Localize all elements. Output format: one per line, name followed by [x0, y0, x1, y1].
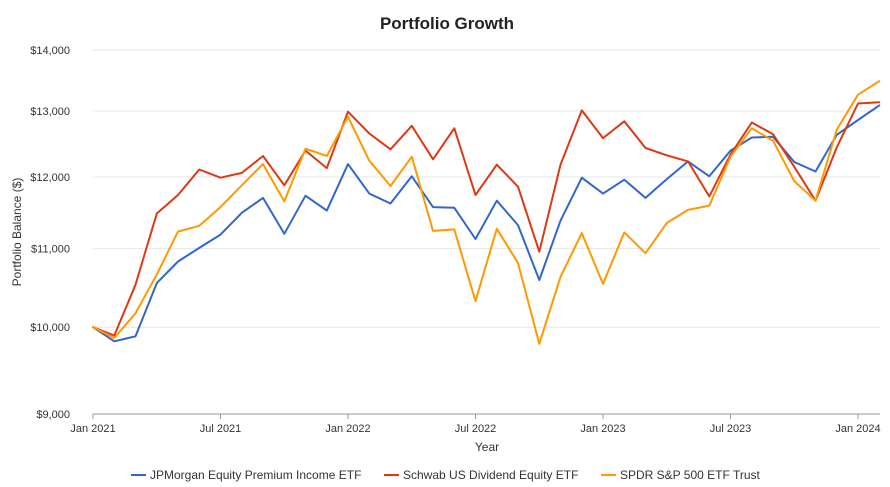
y-axis-label: Portfolio Balance ($) — [10, 178, 24, 287]
gridlines — [93, 49, 880, 328]
legend-label: Schwab US Dividend Equity ETF — [403, 468, 578, 482]
y-tick-label: $13,000 — [30, 106, 70, 118]
legend-item-2: Schwab US Dividend Equity ETF — [384, 468, 578, 482]
chart-title: Portfolio Growth — [380, 14, 514, 33]
y-tick-label: $10,000 — [30, 322, 70, 334]
series-lines — [92, 80, 881, 345]
series-line-2 — [92, 101, 881, 337]
legend-item-1: JPMorgan Equity Premium Income ETF — [131, 468, 361, 482]
legend: JPMorgan Equity Premium Income ETF Schwab… — [131, 468, 760, 482]
y-axis-ticks: $9,000 $10,000 $11,000 $12,000 $13,000 $14,00… — [30, 45, 70, 421]
x-axis-ticks: Jan 2021 Jul 2021 Jan 2022 Jul 2022 Jan 2023… — [70, 414, 881, 435]
series-line-1 — [92, 104, 881, 343]
x-tick-label: Jan 2022 — [325, 423, 370, 435]
x-tick-label: Jan 2021 — [70, 423, 115, 435]
x-tick-label: Jul 2023 — [710, 423, 752, 435]
legend-label: SPDR S&P 500 ETF Trust — [620, 468, 760, 482]
y-tick-label: $11,000 — [31, 244, 70, 256]
x-tick-label: Jul 2022 — [455, 423, 497, 435]
x-tick-label: Jul 2021 — [200, 423, 242, 435]
y-tick-label: $9,000 — [36, 409, 70, 421]
x-tick-label: Jan 2024 — [835, 423, 880, 435]
legend-label: JPMorgan Equity Premium Income ETF — [150, 468, 361, 482]
series-line-3 — [92, 80, 881, 345]
legend-item-3: SPDR S&P 500 ETF Trust — [601, 468, 760, 482]
y-tick-label: $14,000 — [30, 45, 70, 57]
x-tick-label: Jan 2023 — [580, 423, 625, 435]
x-axis-label: Year — [475, 440, 499, 454]
y-tick-label: $12,000 — [30, 172, 70, 184]
